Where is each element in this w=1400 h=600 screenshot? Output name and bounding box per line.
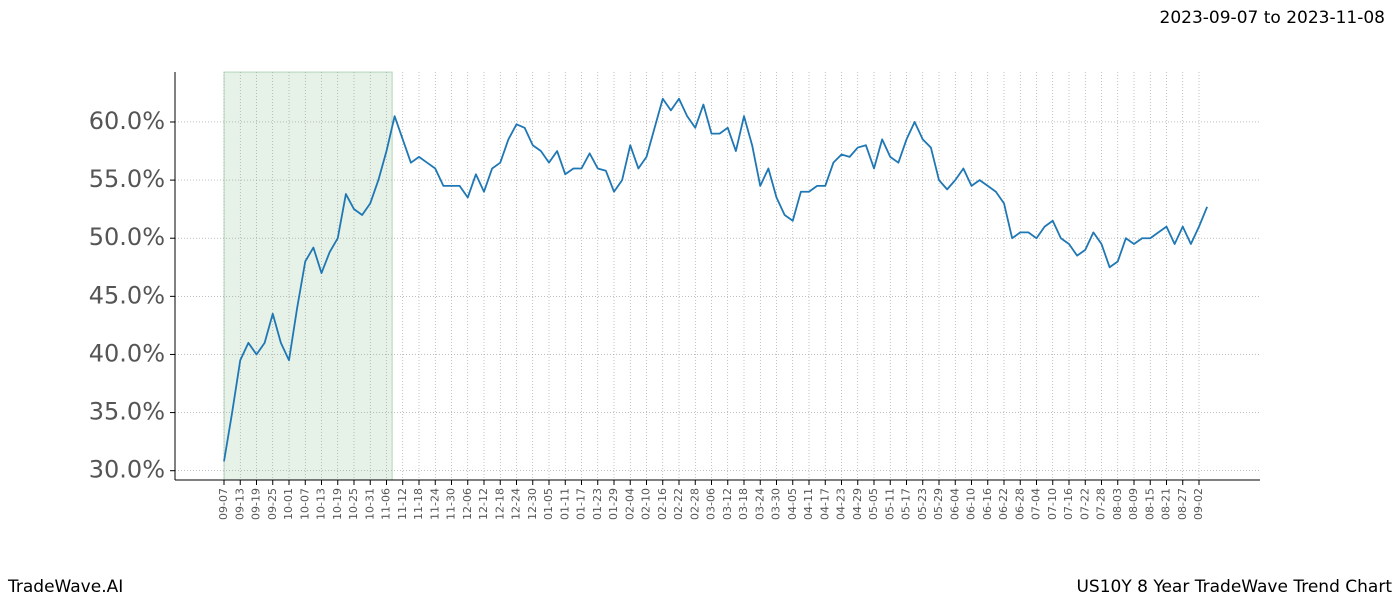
x-tick-label: 05-23 — [916, 488, 929, 520]
x-tick-label: 05-29 — [932, 488, 945, 520]
chart-title: US10Y 8 Year TradeWave Trend Chart — [1076, 577, 1392, 597]
x-tick-label: 12-24 — [510, 488, 523, 520]
x-tick-label: 09-07 — [217, 488, 230, 520]
x-tick-label: 10-07 — [298, 488, 311, 520]
x-tick-label: 08-21 — [1160, 488, 1173, 520]
x-tick-label: 07-10 — [1046, 488, 1059, 520]
x-tick-label: 08-27 — [1176, 488, 1189, 520]
x-tick-label: 10-25 — [347, 488, 360, 520]
x-tick-label: 10-19 — [331, 488, 344, 520]
highlight-span — [223, 71, 393, 481]
x-tick-label: 03-24 — [753, 488, 766, 520]
y-tick-label: 55.0% — [89, 165, 165, 193]
x-tick-label: 10-13 — [315, 488, 328, 520]
x-tick-label: 12-12 — [477, 488, 490, 520]
x-tick-label: 05-11 — [883, 488, 896, 520]
y-tick-label: 45.0% — [89, 281, 165, 309]
x-tick-label: 01-11 — [558, 488, 571, 520]
x-tick-label: 04-11 — [802, 488, 815, 520]
x-tick-label: 04-29 — [851, 488, 864, 520]
x-tick-label: 07-28 — [1095, 488, 1108, 520]
x-tick-label: 08-09 — [1127, 488, 1140, 520]
x-tick-label: 07-22 — [1078, 488, 1091, 520]
x-tick-label: 01-17 — [575, 488, 588, 520]
x-tick-label: 09-19 — [250, 488, 263, 520]
x-tick-label: 10-01 — [282, 488, 295, 520]
x-tick-label: 01-23 — [591, 488, 604, 520]
y-tick-label: 35.0% — [89, 398, 165, 426]
x-tick-label: 11-18 — [412, 488, 425, 520]
x-tick-label: 02-22 — [672, 488, 685, 520]
x-tick-label: 03-06 — [705, 488, 718, 520]
x-tick-label: 08-03 — [1111, 488, 1124, 520]
x-tick-label: 04-05 — [786, 488, 799, 520]
x-tick-label: 01-05 — [542, 488, 555, 520]
x-tick-label: 11-30 — [445, 488, 458, 520]
x-tick-label: 09-25 — [266, 488, 279, 520]
x-tick-label: 06-16 — [981, 488, 994, 520]
y-tick-label: 50.0% — [89, 223, 165, 251]
x-tick-label: 06-10 — [965, 488, 978, 520]
x-tick-label: 11-12 — [396, 488, 409, 520]
x-tick-label: 09-13 — [233, 488, 246, 520]
x-tick-label: 02-16 — [656, 488, 669, 520]
x-tick-label: 07-04 — [1030, 488, 1043, 520]
x-tick-label: 07-16 — [1062, 488, 1075, 520]
x-tick-label: 12-18 — [493, 488, 506, 520]
x-tick-label: 04-17 — [818, 488, 831, 520]
x-tick-label: 04-23 — [835, 488, 848, 520]
data-line — [223, 97, 1208, 462]
x-tick-label: 06-22 — [997, 488, 1010, 520]
y-tick-label: 60.0% — [89, 107, 165, 135]
x-tick-label: 01-29 — [607, 488, 620, 520]
x-tick-label: 03-18 — [737, 488, 750, 520]
x-tick-label: 08-15 — [1143, 488, 1156, 520]
x-tick-label: 05-17 — [900, 488, 913, 520]
x-tick-label: 09-02 — [1192, 488, 1205, 520]
x-tick-label: 06-04 — [948, 488, 961, 520]
x-tick-label: 02-04 — [623, 488, 636, 520]
x-tick-label: 11-24 — [428, 488, 441, 520]
brand-label: TradeWave.AI — [7, 577, 123, 597]
x-tick-label: 05-05 — [867, 488, 880, 520]
x-tick-label: 10-31 — [363, 488, 376, 520]
x-tick-label: 12-30 — [526, 488, 539, 520]
x-tick-label: 06-28 — [1013, 488, 1026, 520]
y-tick-label: 30.0% — [89, 456, 165, 484]
y-tick-label: 40.0% — [89, 339, 165, 367]
chart-subtitle: 2023-09-07 to 2023-11-08 — [1160, 8, 1385, 28]
x-tick-label: 02-28 — [688, 488, 701, 520]
x-tick-label: 03-30 — [770, 488, 783, 520]
x-tick-label: 02-10 — [640, 488, 653, 520]
x-tick-label: 12-06 — [461, 488, 474, 520]
x-tick-label: 03-12 — [721, 488, 734, 520]
x-tick-label: 11-06 — [380, 488, 393, 520]
